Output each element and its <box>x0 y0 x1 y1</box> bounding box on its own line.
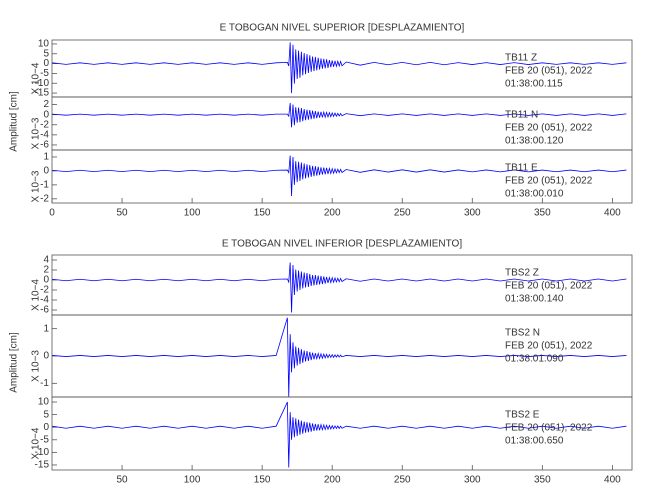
panel-frame <box>51 396 633 471</box>
y-tick-label: 4 <box>43 255 49 266</box>
y-tick-label: -6 <box>40 305 49 316</box>
y-tick-label: 0 <box>43 58 49 69</box>
x-tick-label: 100 <box>184 475 201 486</box>
scale-label: X 10−4 <box>31 427 42 459</box>
y-tick-label: -4 <box>40 129 49 140</box>
y-tick-label: 0 <box>43 422 49 433</box>
y-tick-label: -5 <box>40 68 49 79</box>
y-tick-label: 0 <box>43 109 49 120</box>
scale-label: X 10−3 <box>31 117 42 149</box>
station-annotation: 01:38:01.090 <box>505 354 564 365</box>
x-tick-label: 300 <box>464 475 481 486</box>
y-axis-label: Amplitud [cm] <box>9 91 20 152</box>
y-tick-label: 2 <box>43 99 49 110</box>
x-tick-label: 300 <box>464 208 481 219</box>
x-tick-label: 250 <box>394 475 411 486</box>
trace <box>52 155 627 197</box>
station-annotation: TB11 N <box>505 110 538 121</box>
station-annotation: 01:38:00.115 <box>505 79 563 90</box>
station-annotation: TB11 E <box>505 163 538 174</box>
x-tick-label: 100 <box>184 208 201 219</box>
y-tick-label: 10 <box>38 39 50 50</box>
x-tick-label: 350 <box>534 208 551 219</box>
y-tick-label: -5 <box>40 434 49 445</box>
x-tick-label: 0 <box>49 208 55 219</box>
trace <box>52 262 627 313</box>
y-tick-label: -2 <box>40 193 49 204</box>
y-axis-label: Amplitud [cm] <box>9 332 20 393</box>
y-tick-label: 5 <box>43 409 49 420</box>
station-annotation: TBS2 Z <box>505 268 539 279</box>
scale-label: X 10−3 <box>31 350 42 382</box>
station-annotation: FEB 20 (051), 2022 <box>505 281 593 292</box>
chart-title: E TOBOGAN NIVEL INFERIOR [DESPLAZAMIENTO… <box>222 239 462 250</box>
y-tick-label: -2 <box>40 285 49 296</box>
x-tick-label: 200 <box>324 208 341 219</box>
x-tick-label: 50 <box>116 475 128 486</box>
x-tick-label: 250 <box>394 208 411 219</box>
chart-title: E TOBOGAN NIVEL SUPERIOR [DESPLAZAMIENTO… <box>220 23 465 34</box>
y-tick-label: -4 <box>40 295 49 306</box>
x-tick-label: 50 <box>116 208 128 219</box>
x-tick-label: 150 <box>254 208 271 219</box>
x-tick-label: 400 <box>604 208 621 219</box>
y-tick-label: 0 <box>43 275 49 286</box>
station-annotation: FEB 20 (051), 2022 <box>505 66 593 77</box>
station-annotation: 01:38:00.140 <box>505 294 564 305</box>
station-annotation: FEB 20 (051), 2022 <box>505 176 593 187</box>
y-tick-label: 1 <box>43 152 49 163</box>
station-annotation: TBS2 E <box>505 410 540 421</box>
scale-label: X 10−4 <box>31 279 42 311</box>
trace <box>52 401 627 468</box>
x-tick-label: 200 <box>324 475 341 486</box>
station-annotation: TBS2 N <box>505 328 540 339</box>
station-annotation: 01:38:00.120 <box>505 136 564 147</box>
trace <box>52 42 627 94</box>
station-annotation: TB11 Z <box>505 53 537 64</box>
panel-frame <box>51 149 633 204</box>
y-tick-label: 5 <box>43 48 49 59</box>
x-tick-label: 400 <box>604 475 621 486</box>
y-tick-label: -1 <box>40 378 49 389</box>
y-tick-label: -10 <box>35 447 50 458</box>
station-annotation: FEB 20 (051), 2022 <box>505 123 593 134</box>
y-tick-label: -2 <box>40 119 49 130</box>
y-tick-label: 1 <box>43 323 49 334</box>
station-annotation: FEB 20 (051), 2022 <box>505 341 593 352</box>
y-tick-label: -10 <box>35 78 50 89</box>
trace <box>52 317 627 397</box>
trace <box>52 103 627 128</box>
scale-label: X 10−4 <box>31 62 42 94</box>
station-annotation: 01:38:00.010 <box>505 189 564 200</box>
station-annotation: 01:38:00.650 <box>505 436 564 447</box>
y-tick-label: -6 <box>40 140 49 151</box>
y-tick-label: 0 <box>43 166 49 177</box>
y-tick-label: -15 <box>35 88 50 99</box>
scale-label: X 10−3 <box>31 170 42 202</box>
station-annotation: FEB 20 (051), 2022 <box>505 423 593 434</box>
x-tick-label: 150 <box>254 475 271 486</box>
y-tick-label: 0 <box>43 351 49 362</box>
y-tick-label: 10 <box>38 397 50 408</box>
y-tick-label: -15 <box>35 460 50 471</box>
y-tick-label: 2 <box>43 265 49 276</box>
y-tick-label: -1 <box>40 180 49 191</box>
x-tick-label: 350 <box>534 475 551 486</box>
